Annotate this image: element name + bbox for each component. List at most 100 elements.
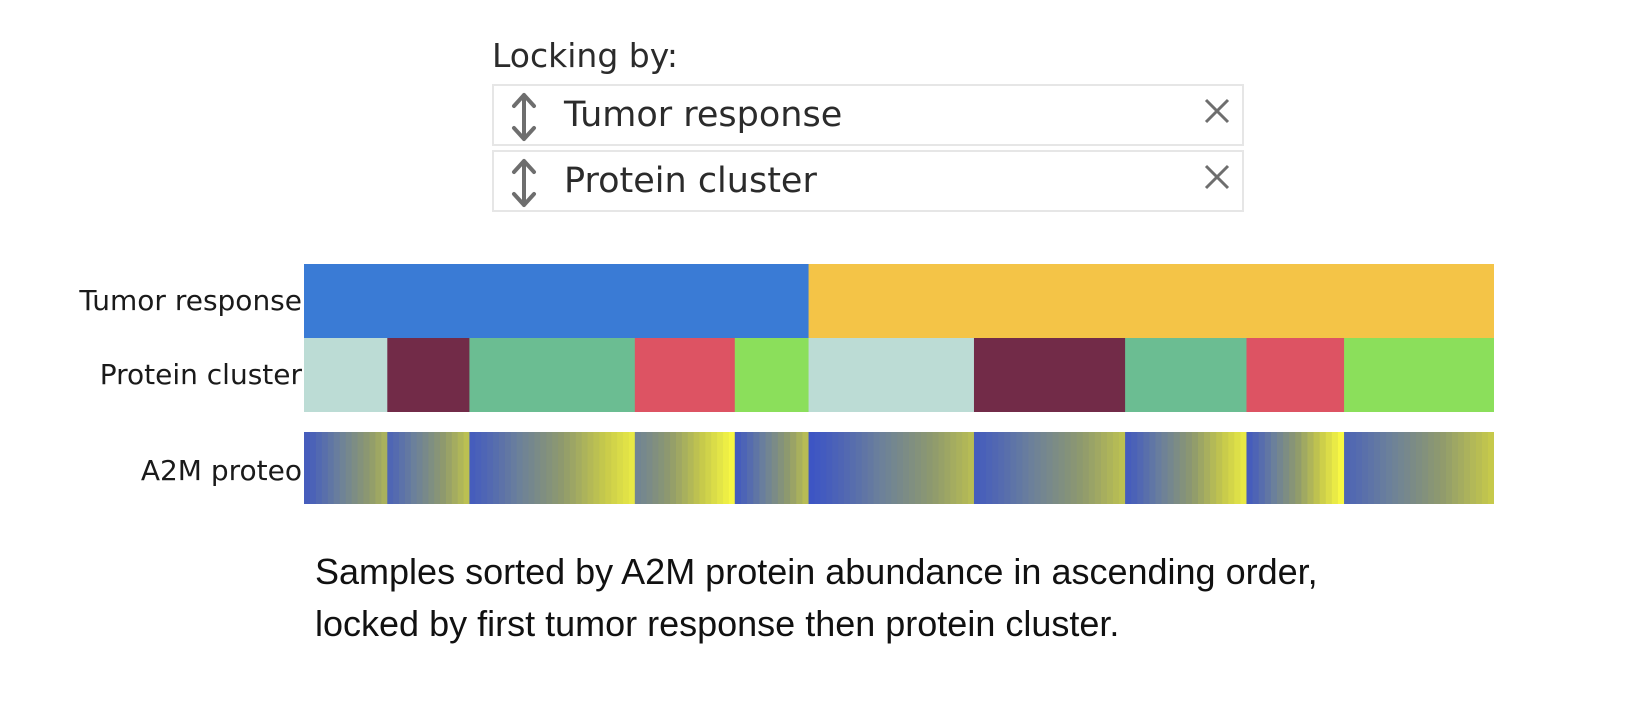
a2m-heatmap-cell[interactable]	[445, 432, 453, 504]
a2m-heatmap-cell[interactable]	[575, 432, 583, 504]
a2m-heatmap-cell[interactable]	[1458, 432, 1465, 504]
a2m-heatmap-cell[interactable]	[1046, 432, 1054, 504]
a2m-heatmap-cell[interactable]	[796, 432, 804, 504]
a2m-heatmap-cell[interactable]	[369, 432, 376, 504]
tracks-canvas[interactable]	[304, 264, 1494, 504]
protein-cluster-segment[interactable]	[304, 338, 388, 412]
a2m-heatmap-cell[interactable]	[920, 432, 928, 504]
a2m-heatmap-cell[interactable]	[1010, 432, 1017, 504]
protein-cluster-segment[interactable]	[1344, 338, 1494, 412]
a2m-heatmap-cell[interactable]	[1070, 432, 1078, 504]
a2m-heatmap-cell[interactable]	[1276, 432, 1284, 504]
a2m-heatmap-cell[interactable]	[1016, 432, 1023, 504]
a2m-heatmap-cell[interactable]	[1082, 432, 1090, 504]
a2m-heatmap-cell[interactable]	[855, 432, 863, 504]
a2m-heatmap-cell[interactable]	[1434, 432, 1441, 504]
a2m-heatmap-cell[interactable]	[998, 432, 1005, 504]
a2m-heatmap-cell[interactable]	[1440, 432, 1447, 504]
a2m-heatmap-cell[interactable]	[1106, 432, 1114, 504]
a2m-heatmap-cell[interactable]	[1482, 432, 1489, 504]
a2m-heatmap-cell[interactable]	[723, 432, 730, 504]
a2m-heatmap-cell[interactable]	[826, 432, 833, 504]
a2m-heatmap-cell[interactable]	[1222, 432, 1229, 504]
a2m-heatmap-cell[interactable]	[681, 432, 689, 504]
a2m-heatmap-cell[interactable]	[1131, 432, 1138, 504]
a2m-heatmap-cell[interactable]	[897, 432, 904, 504]
a2m-heatmap-cell[interactable]	[838, 432, 845, 504]
protein-cluster-segment[interactable]	[387, 338, 471, 412]
a2m-heatmap-cell[interactable]	[522, 432, 530, 504]
a2m-heatmap-cell[interactable]	[516, 432, 524, 504]
a2m-heatmap-cell[interactable]	[832, 432, 839, 504]
tumor-response-segment[interactable]	[304, 264, 810, 338]
a2m-heatmap-cell[interactable]	[1034, 432, 1042, 504]
a2m-heatmap-cell[interactable]	[552, 432, 559, 504]
a2m-heatmap-cell[interactable]	[416, 432, 424, 504]
a2m-heatmap-cell[interactable]	[879, 432, 886, 504]
a2m-heatmap-cell[interactable]	[1100, 432, 1108, 504]
a2m-heatmap-cell[interactable]	[1149, 432, 1157, 504]
a2m-heatmap-cell[interactable]	[1307, 432, 1315, 504]
a2m-heatmap-cell[interactable]	[304, 432, 311, 504]
a2m-heatmap-cell[interactable]	[1386, 432, 1393, 504]
a2m-heatmap-cell[interactable]	[734, 432, 742, 504]
a2m-heatmap-cell[interactable]	[1350, 432, 1357, 504]
a2m-heatmap-cell[interactable]	[1028, 432, 1036, 504]
a2m-heatmap-cell[interactable]	[1064, 432, 1072, 504]
a2m-heatmap-cell[interactable]	[1410, 432, 1417, 504]
a2m-heatmap-cell[interactable]	[451, 432, 459, 504]
a2m-heatmap-cell[interactable]	[1258, 432, 1266, 504]
a2m-heatmap-cell[interactable]	[664, 432, 671, 504]
protein-cluster-segment[interactable]	[1125, 338, 1248, 412]
lock-item-protein-cluster[interactable]: Protein cluster	[492, 150, 1244, 212]
a2m-heatmap-cell[interactable]	[1428, 432, 1435, 504]
a2m-heatmap-cell[interactable]	[628, 432, 636, 504]
a2m-heatmap-cell[interactable]	[652, 432, 659, 504]
a2m-heatmap-cell[interactable]	[759, 432, 767, 504]
a2m-heatmap-cell[interactable]	[1295, 432, 1302, 504]
a2m-heatmap-cell[interactable]	[1392, 432, 1399, 504]
a2m-heatmap-cell[interactable]	[891, 432, 898, 504]
lock-item-tumor-response[interactable]: Tumor response	[492, 84, 1244, 146]
a2m-heatmap-cell[interactable]	[640, 432, 648, 504]
a2m-heatmap-cell[interactable]	[873, 432, 881, 504]
a2m-heatmap-cell[interactable]	[623, 432, 630, 504]
a2m-heatmap-cell[interactable]	[675, 432, 683, 504]
a2m-heatmap-cell[interactable]	[717, 432, 724, 504]
a2m-heatmap-cell[interactable]	[463, 432, 471, 504]
a2m-heatmap-cell[interactable]	[1416, 432, 1423, 504]
a2m-heatmap-cell[interactable]	[1374, 432, 1381, 504]
a2m-heatmap-cell[interactable]	[1088, 432, 1096, 504]
a2m-heatmap-cell[interactable]	[399, 432, 406, 504]
a2m-heatmap-cell[interactable]	[1246, 432, 1254, 504]
a2m-heatmap-cell[interactable]	[422, 432, 429, 504]
a2m-heatmap-cell[interactable]	[950, 432, 957, 504]
a2m-heatmap-cell[interactable]	[980, 432, 987, 504]
a2m-heatmap-cell[interactable]	[753, 432, 760, 504]
a2m-heatmap-cell[interactable]	[802, 432, 810, 504]
a2m-heatmap-cell[interactable]	[867, 432, 875, 504]
a2m-heatmap-cell[interactable]	[699, 432, 706, 504]
a2m-heatmap-cell[interactable]	[962, 432, 969, 504]
a2m-heatmap-cell[interactable]	[1204, 432, 1211, 504]
a2m-heatmap-cell[interactable]	[1331, 432, 1339, 504]
protein-cluster-segment[interactable]	[469, 338, 636, 412]
a2m-heatmap-cell[interactable]	[357, 432, 365, 504]
a2m-heatmap-cell[interactable]	[1234, 432, 1242, 504]
a2m-heatmap-cell[interactable]	[428, 432, 435, 504]
a2m-heatmap-cell[interactable]	[992, 432, 999, 504]
a2m-heatmap-cell[interactable]	[814, 432, 821, 504]
a2m-heatmap-cell[interactable]	[1368, 432, 1375, 504]
a2m-heatmap-cell[interactable]	[510, 432, 518, 504]
a2m-heatmap-cell[interactable]	[634, 432, 642, 504]
a2m-heatmap-cell[interactable]	[1301, 432, 1309, 504]
a2m-heatmap-cell[interactable]	[569, 432, 577, 504]
a2m-heatmap-cell[interactable]	[844, 432, 851, 504]
protein-cluster-segment[interactable]	[1246, 338, 1345, 412]
a2m-heatmap-cell[interactable]	[1173, 432, 1181, 504]
a2m-heatmap-cell[interactable]	[777, 432, 785, 504]
a2m-heatmap-cell[interactable]	[1476, 432, 1483, 504]
a2m-heatmap-cell[interactable]	[658, 432, 665, 504]
a2m-heatmap-cell[interactable]	[1113, 432, 1120, 504]
a2m-heatmap-cell[interactable]	[790, 432, 797, 504]
